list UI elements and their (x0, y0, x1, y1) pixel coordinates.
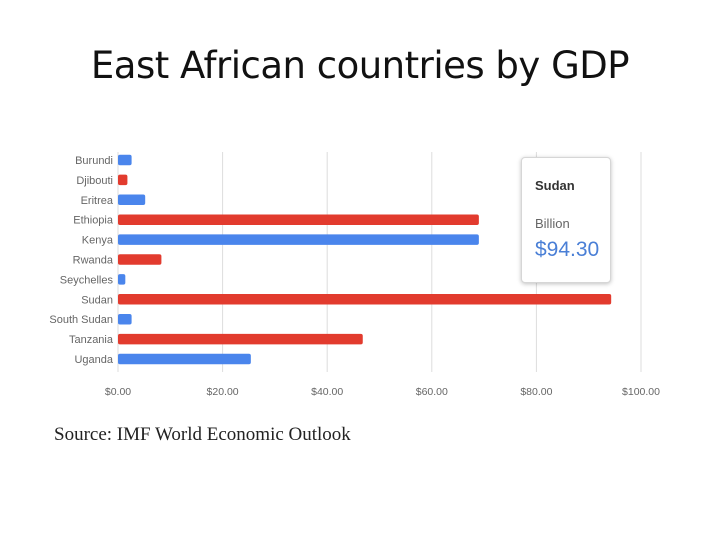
x-tick-label: $60.00 (416, 386, 448, 398)
bar-djibouti[interactable] (118, 174, 128, 186)
category-label: Uganda (74, 354, 113, 366)
bar-tanzania[interactable] (118, 333, 363, 345)
category-label: Kenya (82, 235, 114, 247)
x-axis-tick-labels: $0.00 $20.00 $40.00 $60.00 $80.00 $100.00 (105, 386, 660, 398)
bars (118, 154, 612, 365)
category-label: Eritrea (81, 195, 114, 207)
bar-seychelles[interactable] (118, 274, 126, 285)
category-label: Ethiopia (73, 215, 114, 227)
x-tick-label: $20.00 (207, 386, 239, 398)
category-label: Seychelles (60, 274, 114, 286)
bar-eritrea[interactable] (118, 194, 146, 206)
category-labels: Burundi Djibouti Eritrea Ethiopia Kenya Rwand… (49, 155, 114, 366)
tooltip-unit: Billion (535, 216, 570, 231)
bar-ethiopia[interactable] (118, 214, 479, 225)
tooltip-country: Sudan (535, 178, 575, 193)
hover-tooltip: Sudan Billion $94.30 (521, 157, 611, 283)
bar-burundi[interactable] (118, 154, 132, 166)
x-tick-label: $40.00 (311, 386, 343, 398)
tooltip-value: $94.30 (535, 238, 600, 261)
bar-rwanda[interactable] (118, 254, 162, 265)
grid-lines (117, 152, 642, 372)
x-tick-label: $100.00 (622, 386, 660, 398)
x-tick-label: $0.00 (105, 386, 131, 398)
category-label: Sudan (81, 294, 113, 306)
category-label: Djibouti (76, 175, 113, 187)
category-label: South Sudan (49, 314, 113, 326)
bar-south-sudan[interactable] (118, 313, 132, 325)
slide-title: East African countries by GDP (90, 44, 630, 87)
category-label: Burundi (75, 155, 113, 167)
category-label: Rwanda (73, 255, 114, 267)
source-note: Source: IMF World Economic Outlook (54, 424, 351, 445)
bar-sudan[interactable] (118, 294, 612, 305)
x-tick-label: $80.00 (520, 386, 552, 398)
bar-uganda[interactable] (118, 353, 251, 365)
category-label: Tanzania (69, 334, 114, 346)
bar-kenya[interactable] (118, 234, 479, 245)
